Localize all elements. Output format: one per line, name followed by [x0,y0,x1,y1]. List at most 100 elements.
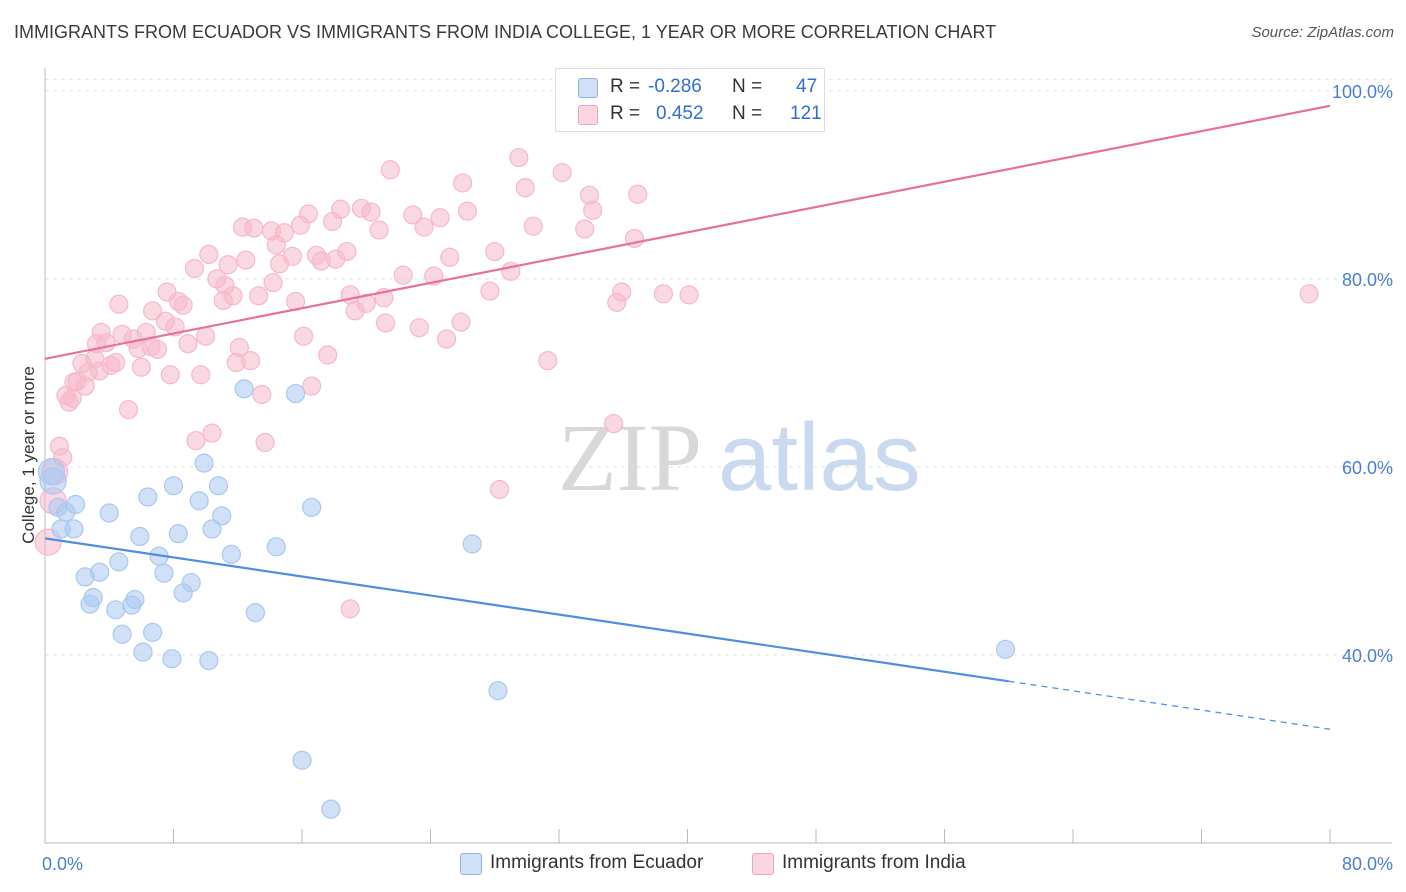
india-point [380,160,400,180]
india-point [653,284,674,304]
india-point [178,334,198,354]
india-point [147,339,168,359]
india-point [612,282,632,302]
ecuador-point [292,750,312,770]
india-point [340,285,360,305]
india-point [249,286,269,306]
ecuador-point [221,544,241,564]
india-point [196,326,216,346]
india-point [282,246,302,266]
india-point [451,312,471,332]
y-tick-label: 100.0% [1332,82,1393,102]
stats-legend: R = -0.286 N = 47 R = 0.452 N = 121 [555,68,825,132]
ecuador-point [138,487,158,507]
ecuador-point [130,526,150,547]
ecuador-point [194,453,214,473]
ecuador-point [245,603,266,623]
india-point [575,219,595,239]
india-swatch [578,105,598,125]
ecuador-point [488,681,508,701]
y-tick-label: 60.0% [1342,458,1393,478]
ecuador-point [90,562,110,582]
data-points [34,147,1319,819]
india-point [229,337,249,358]
india-point [1299,284,1319,304]
ecuador-point [168,524,188,544]
india-point [509,147,529,168]
ecuador-point [65,494,86,515]
india-point [523,216,543,236]
india-point [436,329,457,349]
y-axis-label: College, 1 year or more [19,366,38,544]
ecuador-point [143,622,163,642]
india-trend-line [44,104,1331,360]
ecuador-point [234,379,254,399]
y-tick-label: 80.0% [1342,270,1393,290]
india-point [369,220,389,240]
ecuador-point [99,503,119,523]
ecuador-point [162,649,182,669]
india-point [440,247,460,267]
india-point [393,265,413,285]
ecuador-point [154,563,174,583]
ecuador-legend-swatch [460,853,482,875]
india-point [255,432,275,453]
india-point [109,294,129,314]
n-label: N = [732,76,763,97]
watermark-zip: ZIP [558,404,702,511]
r-label: R = [610,76,641,97]
india-point [223,286,243,306]
axes [44,68,1392,844]
india-point [160,365,180,385]
ecuador-point [125,589,145,610]
india-point [485,241,505,262]
ecuador-point [112,624,132,644]
india-point [430,208,450,228]
tick-labels: 40.0% 60.0% 80.0% 100.0% 0.0% 80.0% [42,82,1393,874]
india-point [241,351,261,371]
india-point [403,205,423,225]
india-point [361,202,381,222]
ecuador-point [302,497,322,517]
n-value: 121 [790,103,822,124]
india-point [375,313,396,333]
india-point [515,178,535,198]
ecuador-point [133,642,153,662]
india-point [263,273,283,293]
n-label: N = [732,103,763,124]
ecuador-point [163,476,184,496]
india-point [202,423,222,443]
india-point [457,201,478,221]
india-point [199,244,219,265]
india-point [186,430,206,451]
r-value: 0.452 [656,103,704,124]
ecuador-point [189,491,209,511]
chart-title: IMMIGRANTS FROM ECUADOR VS IMMIGRANTS FR… [14,22,997,42]
india-point [184,258,204,279]
ecuador-point [39,467,67,495]
india-point [356,293,376,313]
watermark-atlas: atlas [718,404,921,511]
india-point [294,326,314,346]
legend-label: Immigrants from Ecuador [490,852,704,873]
ecuador-point [208,476,229,496]
india-point [191,365,211,385]
india-legend-swatch [752,853,774,875]
x-tick-label-min: 0.0% [42,854,83,874]
ecuador-point [321,799,341,819]
ecuador-point [995,639,1016,659]
india-point [480,281,500,301]
ecuador-point [109,552,129,572]
india-point [330,199,351,219]
india-point [628,184,648,204]
ecuador-point [181,572,201,593]
ecuador-point [83,587,103,608]
india-point [143,301,163,321]
india-point [679,285,699,305]
y-tick-label: 40.0% [1342,646,1393,666]
india-point [414,217,434,237]
india-point [489,479,510,500]
india-point [218,255,238,275]
r-label: R = [610,103,641,124]
